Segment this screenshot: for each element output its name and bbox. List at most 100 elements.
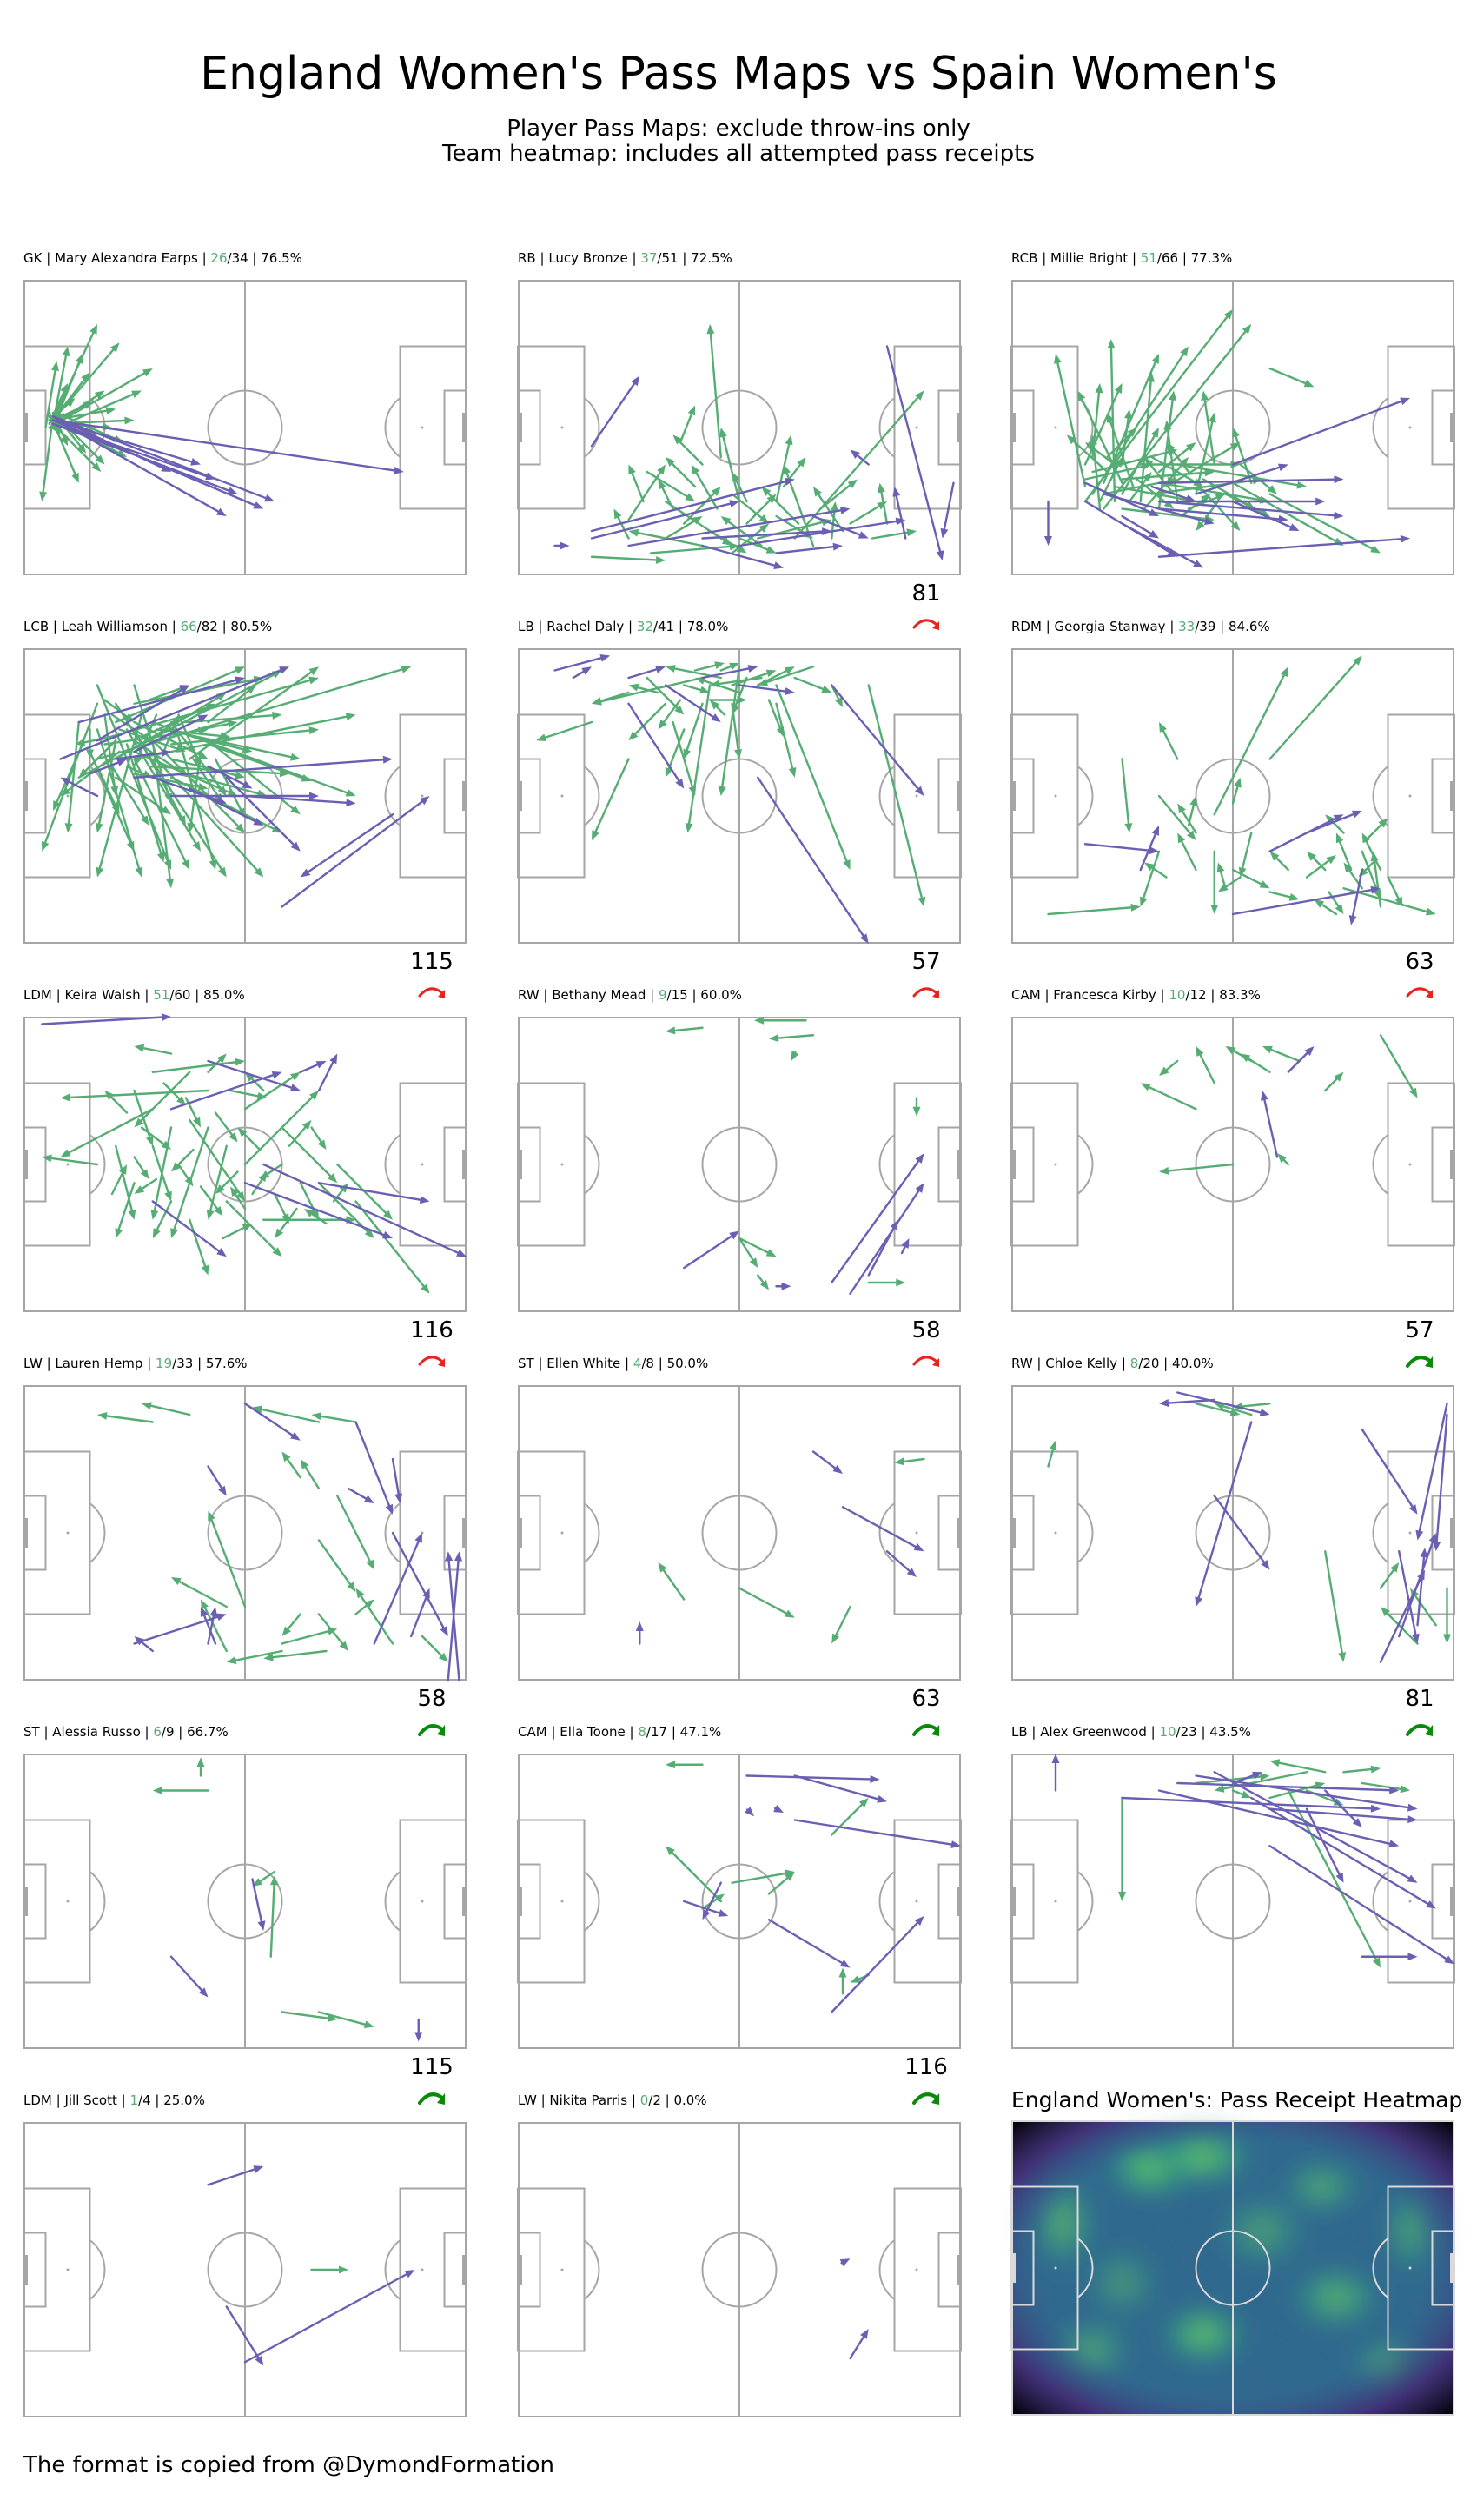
- player-completed: 37: [640, 250, 658, 266]
- completed-pass-62: [207, 743, 312, 782]
- player-label: CAM | Ella Toone | 8/17 | 47.1%: [518, 1724, 721, 1740]
- completed-pass-42: [110, 1164, 127, 1196]
- completed-pass-10: [281, 1613, 301, 1636]
- penalty-spot-left: [560, 794, 564, 798]
- incomplete-pass-27: [134, 1636, 154, 1653]
- completed-pass-38: [1098, 457, 1123, 503]
- centre-circle: [701, 1863, 778, 1940]
- player-pct: 50.0%: [666, 1356, 709, 1371]
- player-position: ST: [23, 1724, 40, 1740]
- penalty-spot-right: [421, 794, 424, 798]
- label-separator: /: [138, 2092, 143, 2108]
- player-completed: 9: [658, 987, 667, 1003]
- completed-pass-8: [133, 1089, 154, 1146]
- completed-pass-30: [1218, 876, 1242, 892]
- player-position: LB: [1011, 1724, 1028, 1740]
- player-name: Bethany Mead: [552, 987, 646, 1003]
- completed-pass-18: [48, 383, 68, 425]
- penalty-spot-left: [66, 1163, 70, 1166]
- completed-pass-6: [1379, 1562, 1400, 1589]
- completed-pass-31: [708, 696, 747, 704]
- player-attempted: 66: [1161, 250, 1179, 266]
- incomplete-pass-21: [391, 1531, 448, 1636]
- completed-pass-0: [666, 1761, 704, 1769]
- player-position: CAM: [1011, 987, 1041, 1003]
- incomplete-pass-41: [627, 506, 851, 547]
- player-name: Alessia Russo: [52, 1724, 141, 1740]
- penalty-area-left: [23, 2187, 91, 2352]
- player-position: LDM: [23, 2092, 52, 2108]
- label-separator: |: [193, 1356, 206, 1371]
- penalty-area-left: [23, 713, 91, 879]
- penalty-spot-left: [66, 2268, 70, 2271]
- completed-pass-5: [1324, 1550, 1347, 1662]
- incomplete-pass-43: [738, 517, 906, 547]
- incomplete-pass-4: [811, 1450, 843, 1474]
- completed-pass-0: [1213, 666, 1288, 816]
- completed-pass-63: [155, 728, 230, 740]
- centre-circle: [701, 1126, 778, 1203]
- incomplete-pass-49: [701, 544, 784, 569]
- completed-pass-9: [757, 666, 795, 686]
- completed-pass-25: [1387, 876, 1403, 907]
- completed-pass-1: [1140, 1083, 1197, 1111]
- incomplete-pass-10: [1159, 1398, 1215, 1408]
- completed-pass-3: [1287, 1789, 1381, 1968]
- label-separator: |: [646, 987, 659, 1003]
- incomplete-pass-75: [60, 777, 99, 798]
- player-name: Ella Toone: [560, 1724, 626, 1740]
- incomplete-pass-11: [683, 1900, 729, 1917]
- incomplete-pass-20: [354, 1421, 394, 1515]
- completed-pass-33: [177, 735, 217, 870]
- incomplete-pass-12: [1157, 1789, 1400, 1848]
- player-attempted: 17: [650, 1724, 668, 1740]
- completed-pass-37: [171, 1148, 195, 1172]
- player-position: RCB: [1011, 250, 1038, 266]
- completed-pass-15: [1305, 855, 1336, 879]
- penalty-area-right: [399, 345, 467, 510]
- completed-pass-1: [754, 1016, 807, 1025]
- label-separator: /: [648, 2092, 653, 2108]
- completed-pass-4: [1118, 1796, 1126, 1901]
- incomplete-pass-31: [410, 1588, 430, 1638]
- incomplete-pass-35: [738, 684, 795, 696]
- label-separator: |: [1037, 250, 1051, 266]
- penalty-arc-right: [878, 766, 896, 826]
- player-label: RB | Lucy Bronze | 37/51 | 72.5%: [518, 250, 732, 266]
- incomplete-pass-5: [885, 1550, 917, 1577]
- incomplete-pass-11: [1287, 1046, 1315, 1073]
- penalty-area-left: [1010, 1450, 1079, 1615]
- label-separator: |: [140, 1724, 154, 1740]
- completed-pass-3: [1196, 1046, 1215, 1084]
- incomplete-pass-39: [757, 776, 869, 944]
- completed-pass-2: [1231, 777, 1242, 805]
- completed-pass-8: [683, 702, 704, 759]
- player-attempted: 39: [1199, 619, 1216, 634]
- completed-pass-15: [317, 1182, 374, 1238]
- penalty-area-left: [1010, 345, 1079, 510]
- penalty-arc-right: [878, 1871, 896, 1932]
- incomplete-pass-33: [627, 666, 666, 680]
- label-separator: /: [641, 1356, 646, 1371]
- completed-pass-9: [1139, 372, 1156, 503]
- incomplete-pass-45: [940, 481, 955, 539]
- incomplete-pass-79: [189, 787, 264, 826]
- label-separator: |: [1196, 1724, 1210, 1740]
- penalty-area-left: [23, 1450, 91, 1615]
- label-separator: /: [196, 619, 202, 634]
- incomplete-pass-11: [849, 1183, 924, 1295]
- penalty-area-left: [517, 345, 586, 510]
- player-completed: 4: [633, 1356, 642, 1371]
- completed-pass-12: [171, 1577, 228, 1608]
- completed-pass-15: [1066, 434, 1109, 474]
- label-separator: |: [627, 2092, 640, 2108]
- completed-pass-42: [1166, 442, 1190, 474]
- completed-pass-39: [184, 711, 282, 724]
- incomplete-pass-15: [1250, 1796, 1436, 1909]
- incomplete-pass-16: [1268, 1807, 1418, 1824]
- incomplete-pass-8: [414, 2018, 423, 2042]
- label-separator: /: [1176, 1724, 1181, 1740]
- incomplete-pass-37: [627, 702, 685, 789]
- completed-pass-4: [281, 1451, 301, 1479]
- completed-pass-9: [355, 1588, 394, 1645]
